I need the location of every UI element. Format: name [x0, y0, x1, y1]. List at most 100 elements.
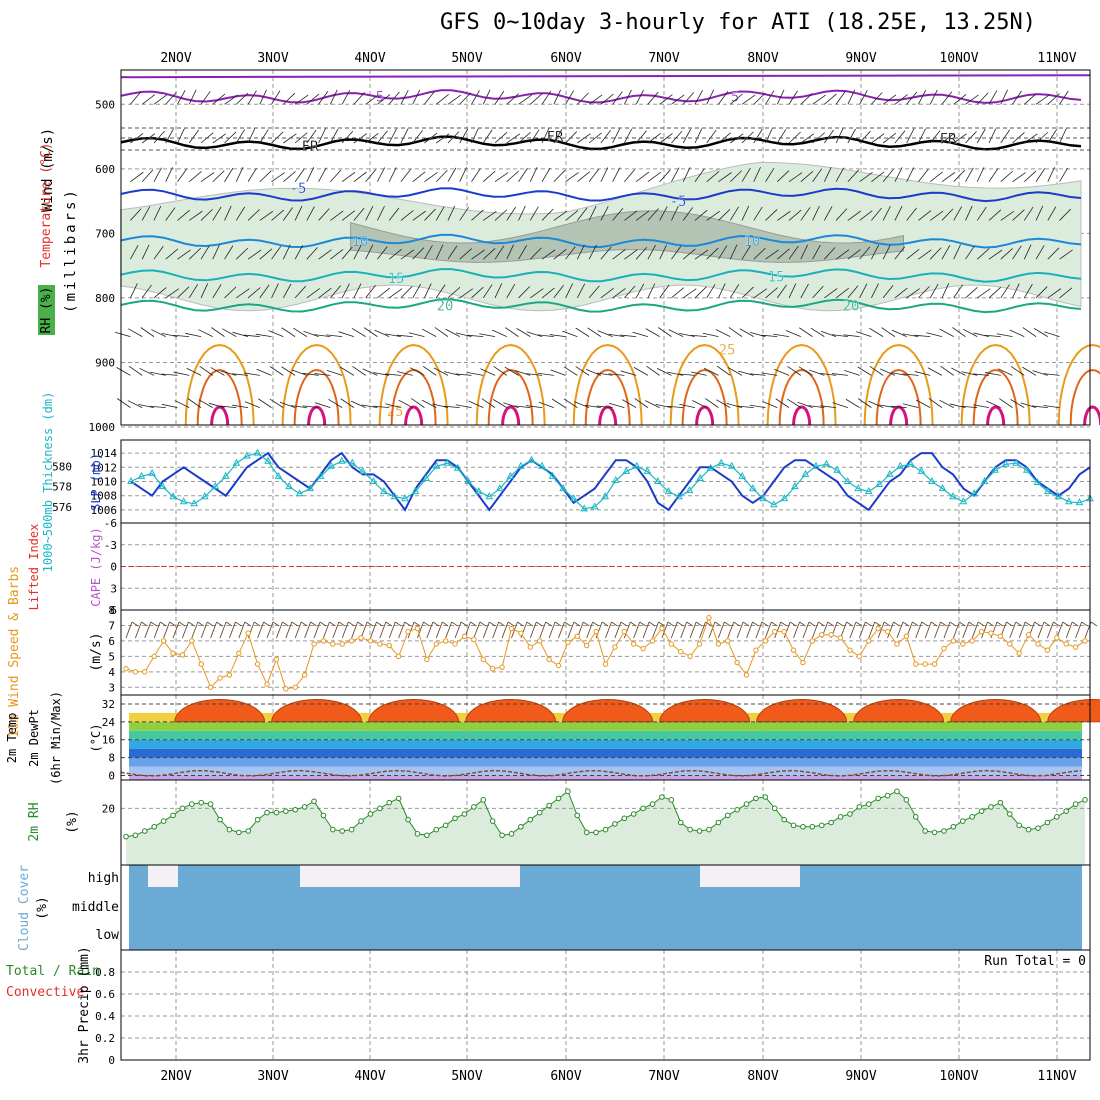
wind-barb: [1010, 399, 1025, 408]
wind-barb: [271, 172, 285, 183]
wind-barb: [244, 621, 252, 627]
thickness-marker: [864, 487, 873, 495]
wind-barb: [220, 405, 237, 409]
thickness-marker: [748, 484, 757, 492]
wind-barb: [526, 405, 543, 409]
wind-barb: [611, 621, 618, 627]
wind-barb: [421, 328, 437, 337]
wind-barb: [318, 249, 332, 260]
wind-barb: [567, 621, 575, 639]
wind-barb: [208, 402, 225, 409]
wind-barb: [541, 90, 552, 105]
rh-marker: [480, 797, 487, 803]
wind-barb: [224, 167, 234, 182]
date-label-top: 3NOV: [257, 51, 288, 66]
wind-speed-marker: [424, 656, 430, 663]
wind-barb: [726, 402, 743, 409]
wind-barb: [659, 133, 673, 144]
wind-barb: [847, 249, 861, 260]
wind-barb: [682, 207, 693, 221]
wind-barb: [319, 621, 327, 627]
rh-marker: [452, 815, 458, 822]
wind-barb: [224, 286, 237, 299]
rh-marker: [602, 826, 609, 833]
wind-barb: [1012, 283, 1020, 299]
wind-barb: [259, 284, 270, 299]
wind-barb: [952, 327, 966, 337]
wind-barb: [530, 288, 544, 299]
rh-marker: [687, 826, 693, 833]
thickness-marker: [169, 492, 178, 500]
rh-marker: [790, 822, 797, 829]
thickness-marker: [200, 492, 209, 500]
wind-barb: [235, 247, 249, 260]
rh-marker: [292, 806, 299, 813]
wind-barb: [941, 208, 954, 221]
wind-barb: [1047, 206, 1057, 221]
rh-marker: [386, 799, 393, 806]
thickness-marker: [843, 476, 852, 484]
wind-barb: [351, 621, 359, 639]
wind-barb: [271, 283, 279, 299]
wind-barb: [479, 621, 487, 627]
wind-barb: [482, 129, 493, 144]
wind-tick-label: 6: [108, 635, 115, 648]
thickness-marker: [358, 466, 367, 474]
y-tick-label: 500: [95, 98, 115, 111]
wind-barb: [635, 210, 650, 221]
wind-barb: [1000, 89, 1008, 105]
wind-barb: [633, 367, 649, 376]
wind-barb: [699, 621, 706, 639]
wind-barb: [755, 621, 763, 639]
rh-marker: [1035, 825, 1041, 831]
wind-speed-marker: [583, 642, 590, 649]
contour-label: -5: [290, 181, 307, 197]
wind-barb: [929, 171, 943, 183]
thickness-marker: [917, 466, 926, 474]
wind-barb: [859, 283, 868, 299]
precip-tick-label: 0: [108, 1054, 115, 1067]
wind-barb: [482, 170, 496, 183]
wind-barb: [188, 621, 195, 627]
thickness-marker: [1054, 492, 1063, 500]
wind-barb: [165, 288, 180, 299]
wind-barb: [1059, 287, 1073, 299]
wind-barb: [553, 248, 567, 260]
wind-barb: [323, 621, 330, 639]
wind-barb: [941, 172, 956, 183]
wind-speed-marker: [668, 641, 675, 647]
wind-barb: [800, 283, 809, 299]
temp-peak: [174, 698, 266, 723]
wind-barb: [244, 401, 260, 409]
wind-barb: [424, 91, 435, 105]
wind-barb: [727, 621, 735, 639]
wind-barb: [435, 133, 450, 144]
label-cape: CAPE (J/kg): [89, 527, 103, 606]
wind-barb: [498, 621, 505, 627]
wind-barb: [583, 621, 590, 627]
wind-barb: [541, 167, 551, 182]
wind-barb: [738, 370, 754, 376]
wind-speed-marker: [847, 647, 853, 653]
wind-barb: [776, 129, 787, 144]
wind-barb: [482, 248, 496, 260]
wind-barb: [620, 621, 628, 627]
wind-barb: [941, 283, 950, 299]
wind-barb: [774, 621, 782, 639]
wind-barb: [494, 172, 509, 183]
label-2m-dewpt: 2m DewPt: [27, 709, 41, 767]
wind-barb: [584, 404, 601, 409]
wind-barb: [882, 132, 897, 144]
wind-barb: [408, 332, 425, 338]
wind-barb: [493, 365, 507, 376]
wind-barb: [968, 621, 976, 627]
wind-barb: [986, 400, 1001, 408]
wind-barb: [939, 328, 954, 337]
wind-barb: [541, 249, 556, 260]
wind-barb: [788, 172, 803, 183]
wind-barb: [247, 209, 260, 221]
thickness-marker: [569, 494, 578, 502]
wind-barb: [976, 128, 986, 144]
y-tick-label: 800: [95, 292, 115, 305]
wind-barb: [600, 130, 611, 144]
